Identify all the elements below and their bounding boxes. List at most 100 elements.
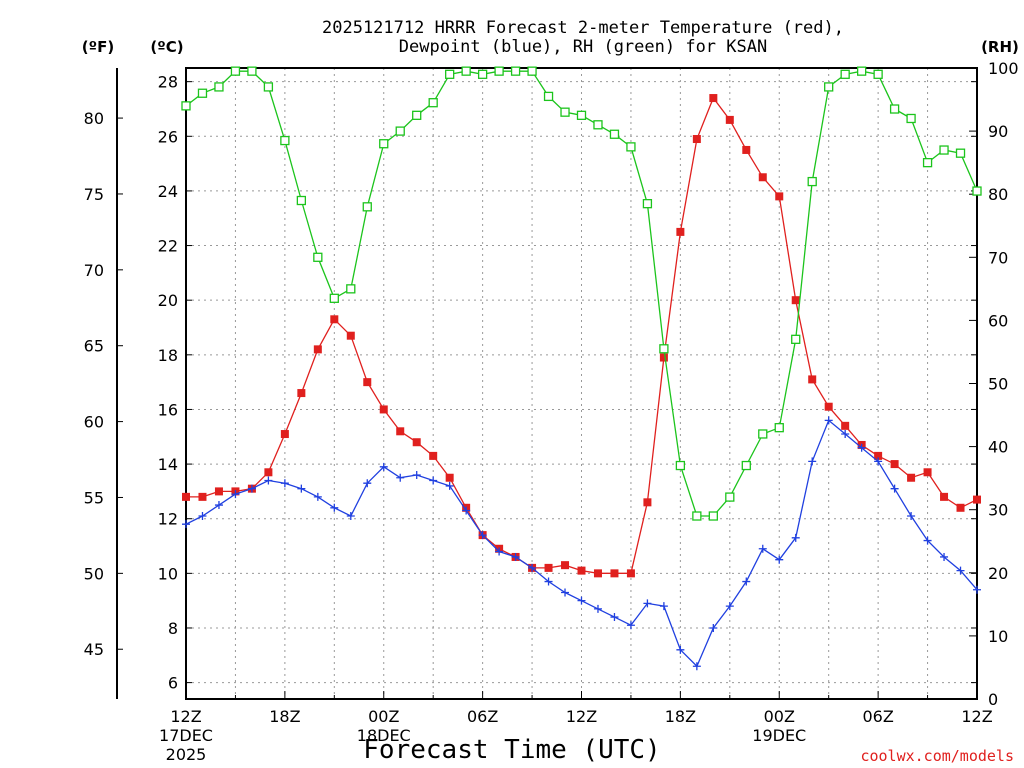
rh-point	[791, 334, 801, 344]
dewpoint-point	[709, 623, 718, 632]
rh-point	[214, 82, 224, 92]
dewpoint-point	[412, 471, 421, 480]
rh-point	[955, 148, 966, 158]
dewpoint-point	[445, 481, 454, 490]
celsius-tick-label: 22	[158, 237, 178, 256]
dewpoint-point	[280, 479, 289, 488]
temperature-point	[561, 561, 570, 570]
temperature-point	[593, 569, 602, 578]
x-tick-label: 18Z	[665, 707, 696, 726]
rh-tick-label: 80	[988, 185, 1008, 204]
celsius-unit-label: (ºC)	[150, 38, 183, 56]
dewpoint-point	[907, 511, 916, 520]
temperature-line	[186, 96, 978, 574]
fahrenheit-tick-label: 60	[84, 413, 104, 432]
x-tick-label: 12Z	[170, 707, 201, 726]
chart-title-line-2: Dewpoint (blue), RH (green) for KSAN	[399, 37, 767, 57]
dewpoint-point	[198, 511, 207, 520]
dewpoint-point	[841, 430, 850, 439]
rh-point	[840, 69, 850, 79]
rh-point	[576, 110, 587, 120]
rh-point	[741, 460, 751, 471]
dewpoint-point	[462, 506, 471, 515]
fahrenheit-unit-label: (ºF)	[82, 38, 114, 56]
rh-point	[461, 66, 471, 76]
rh-point	[708, 511, 718, 521]
dewpoint-point	[808, 457, 817, 466]
rh-point	[889, 104, 900, 114]
fahrenheit-tick-label: 70	[84, 261, 104, 280]
dewpoint-point	[363, 479, 372, 488]
celsius-tick-label: 10	[158, 564, 178, 583]
dewpoint-point	[182, 520, 190, 529]
dewpoint-point	[940, 552, 949, 561]
dewpoint-point	[247, 484, 256, 493]
temperature-point	[429, 451, 438, 460]
fahrenheit-tick-label: 75	[84, 185, 104, 204]
rh-point	[412, 110, 422, 120]
dewpoint-point	[396, 473, 405, 482]
rh-tick-label: 50	[988, 375, 1008, 394]
rh-point	[659, 344, 669, 354]
rh-point	[247, 66, 257, 76]
dewpoint-point	[923, 536, 932, 545]
rh-point	[824, 82, 834, 92]
temperature-point	[973, 495, 981, 504]
temperature-point	[330, 315, 339, 324]
rh-point	[560, 107, 570, 117]
rh-point	[939, 145, 949, 155]
temperature-point	[907, 473, 916, 482]
temperature-point	[363, 378, 372, 387]
dewpoint-point	[561, 588, 570, 597]
rh-point	[510, 66, 521, 76]
x-tick-label: 12Z	[566, 707, 597, 726]
dewpoint-point	[610, 613, 619, 622]
temperature-point	[182, 492, 190, 501]
temperature-point	[346, 331, 355, 340]
celsius-tick-label: 16	[158, 400, 178, 419]
temperature-point	[923, 468, 932, 477]
dewpoint-point	[577, 596, 586, 605]
rh-point	[527, 66, 537, 76]
dewpoint-point	[857, 443, 866, 452]
temperature-point	[264, 468, 273, 477]
dewpoint-point	[742, 577, 751, 586]
dewpoint-point	[313, 492, 322, 501]
rh-point	[313, 252, 323, 262]
temperature-point	[791, 296, 800, 305]
temperature-point	[742, 145, 751, 154]
fahrenheit-tick-label: 45	[84, 640, 104, 659]
rh-point	[642, 199, 653, 209]
dewpoint-point	[973, 585, 981, 594]
x-tick-year-label: 2025	[166, 745, 207, 764]
x-tick-label: 06Z	[467, 707, 498, 726]
temperature-point	[198, 492, 207, 501]
temperature-point	[659, 353, 668, 362]
temperature-point	[692, 135, 701, 144]
rh-tick-label: 60	[988, 311, 1008, 330]
rh-tick-label: 20	[988, 564, 1008, 583]
x-tick-date-label: 19DEC	[752, 726, 806, 745]
rh-tick-label: 90	[988, 122, 1008, 141]
rh-point	[230, 66, 241, 76]
temperature-point	[280, 430, 289, 439]
dewpoint-point	[593, 604, 602, 613]
rh-point	[675, 460, 686, 471]
dewpoint-point	[626, 621, 635, 630]
rh-unit-label: (RH)	[981, 38, 1019, 56]
fahrenheit-tick-label: 80	[84, 109, 104, 128]
rh-point	[626, 142, 636, 152]
x-tick-date-label: 17DEC	[159, 726, 213, 745]
celsius-tick-label: 20	[158, 291, 178, 310]
dewpoint-point	[264, 476, 273, 485]
dewpoint-point	[659, 602, 668, 611]
rh-point	[758, 429, 768, 439]
rh-point	[856, 66, 867, 76]
rh-point	[494, 66, 504, 76]
dewpoint-point	[758, 544, 767, 553]
celsius-tick-label: 12	[158, 510, 178, 529]
chart-title-line-1: 2025121712 HRRR Forecast 2-meter Tempera…	[322, 18, 844, 38]
rh-point	[296, 195, 307, 206]
temperature-point	[725, 115, 734, 124]
